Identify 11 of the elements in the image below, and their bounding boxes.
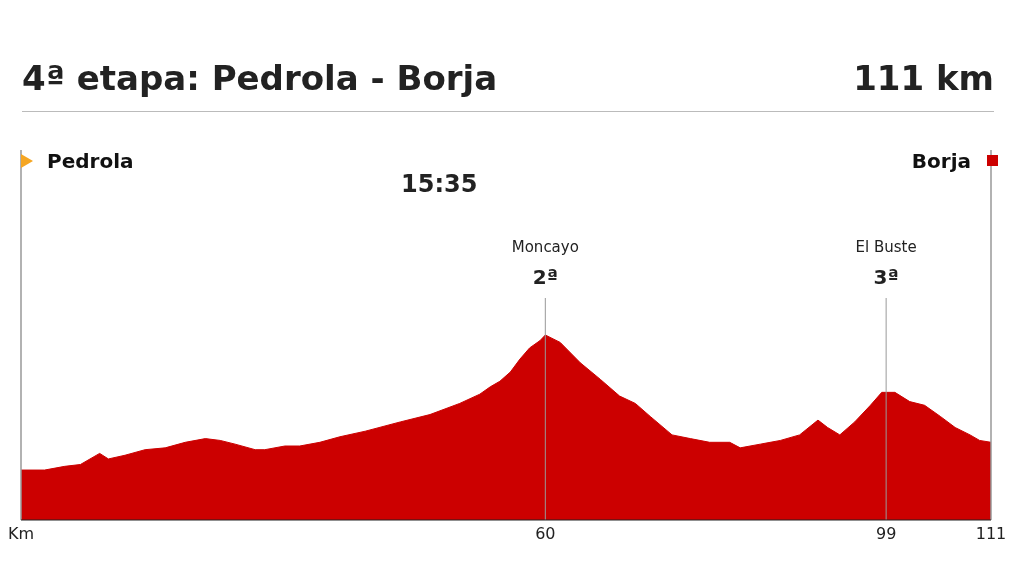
ref-line-label: Moncayo 2ª [511,238,579,289]
x-tick-label: 60 [535,524,556,544]
ref-line-label: Borja [911,149,971,173]
chart-title: 4ª etapa: Pedrola - Borja [22,58,498,98]
x-tick-label: 99 [875,524,897,544]
chart-subtitle: 111 km [853,58,994,98]
x-tick-label: 111 [975,524,1007,544]
ref-line-label: Pedrola [47,149,134,173]
ref-line-label: El Buste 3ª [855,238,917,289]
text: 15:35 [401,170,478,198]
x-tick-label: Km [7,524,35,544]
